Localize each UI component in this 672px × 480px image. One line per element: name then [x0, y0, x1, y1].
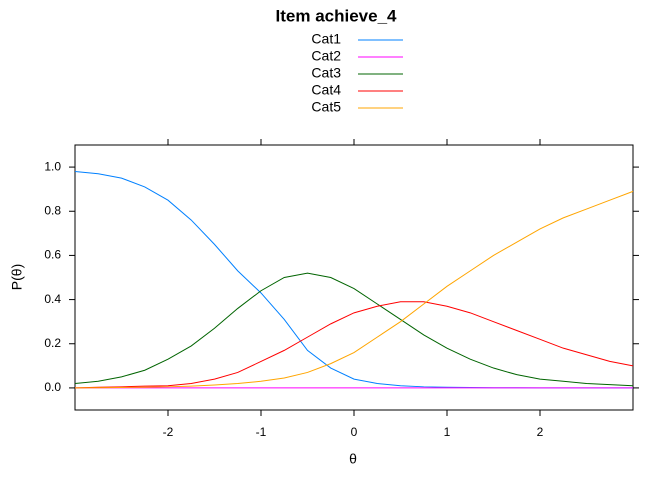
y-tick-label: 1.0	[44, 159, 61, 173]
legend-label: Cat5	[311, 99, 341, 115]
x-tick-label: 2	[537, 425, 544, 439]
legend-label: Cat3	[311, 65, 341, 81]
y-tick-label: 0.8	[44, 203, 61, 217]
x-axis-label: θ	[349, 451, 357, 467]
series-line	[74, 272, 634, 387]
chart-title: Item achieve_4	[276, 6, 398, 25]
x-tick-label: 0	[351, 425, 358, 439]
x-tick-label: -2	[163, 425, 174, 439]
x-tick-label: 1	[444, 425, 451, 439]
y-axis-label: P(θ)	[9, 264, 25, 290]
legend-label: Cat1	[311, 31, 341, 47]
legend-label: Cat4	[311, 82, 341, 98]
series-line	[74, 190, 634, 389]
series-line	[74, 301, 634, 389]
y-tick-label: 0.0	[44, 380, 61, 394]
y-tick-label: 0.2	[44, 336, 61, 350]
legend-label: Cat2	[311, 48, 341, 64]
plot-frame	[74, 144, 634, 411]
y-tick-label: 0.4	[44, 292, 61, 306]
x-tick-label: -1	[256, 425, 267, 439]
y-tick-label: 0.6	[44, 248, 61, 262]
series-line	[74, 171, 633, 389]
